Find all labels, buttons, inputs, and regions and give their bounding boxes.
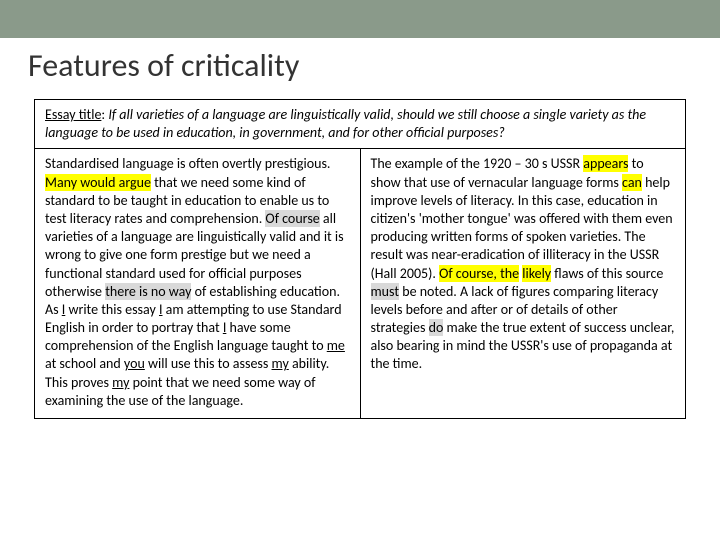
essay-label: Essay title xyxy=(45,106,101,123)
essay-title-text: If all varieties of a language are lingu… xyxy=(45,106,646,141)
essay-header-cell: Essay title: If all varieties of a langu… xyxy=(35,100,686,149)
right-column-text: The example of the 1920 – 30 s USSR appe… xyxy=(360,149,686,419)
top-bar xyxy=(0,0,720,38)
content-table: Essay title: If all varieties of a langu… xyxy=(34,99,686,419)
left-column-text: Standardised language is often overtly p… xyxy=(35,149,361,419)
page-title: Features of criticality xyxy=(0,38,720,99)
